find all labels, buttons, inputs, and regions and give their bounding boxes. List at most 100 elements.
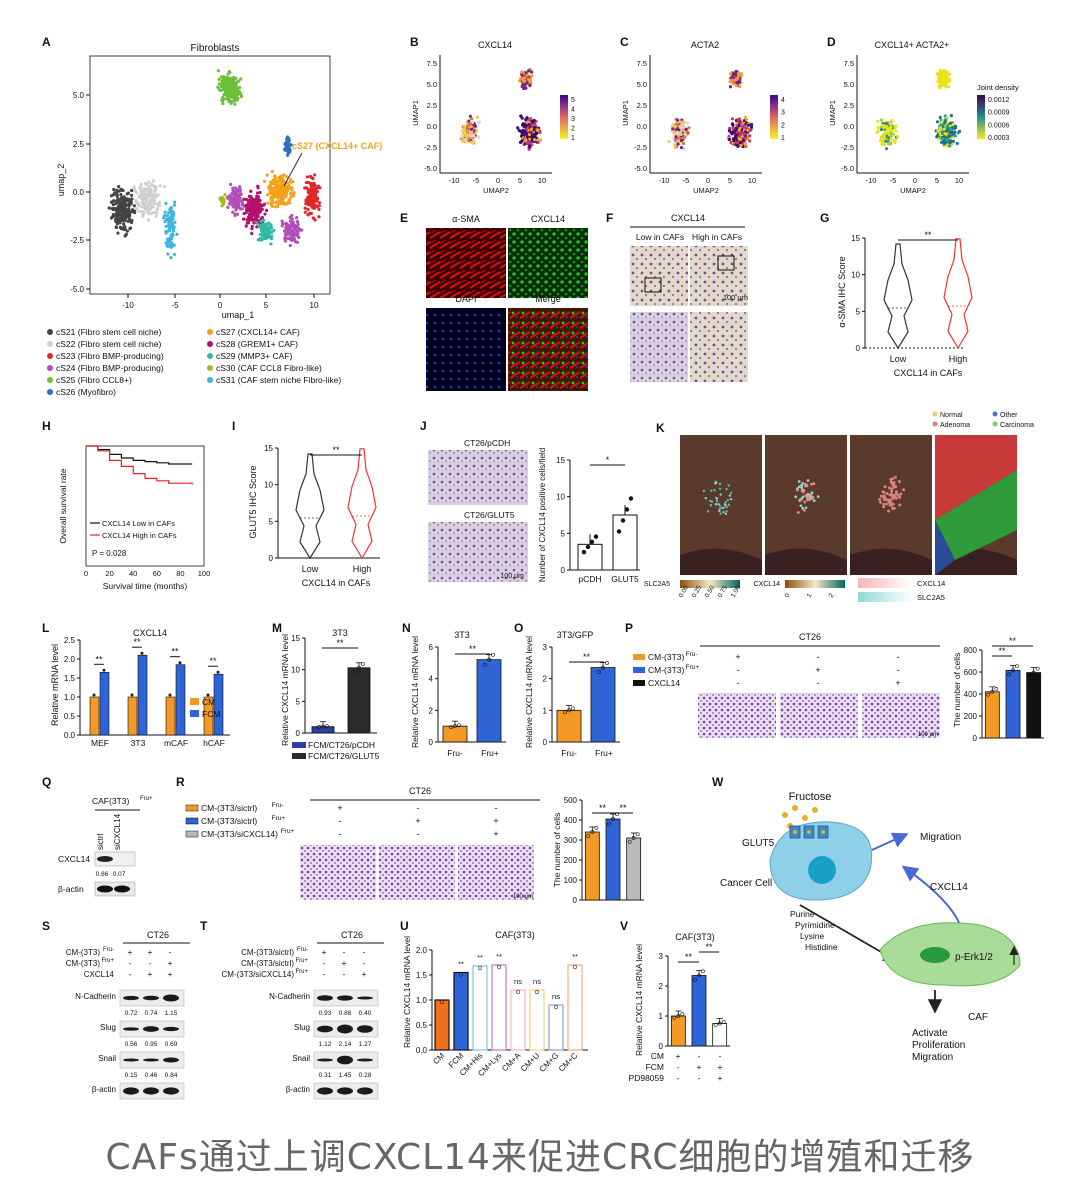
cluster-cs28-dot [255, 225, 259, 229]
data-point [321, 724, 325, 729]
cluster-cs23-dot [317, 215, 321, 219]
tick-label: 7.5 [427, 59, 437, 68]
cluster-cs29-dot [269, 237, 274, 241]
legend-label-6: cS27 (CXCL14+ CAF) [216, 327, 300, 337]
umap-d-right-dot [943, 114, 947, 118]
panel-j-img-top [428, 450, 528, 505]
cluster-cs25-dot [216, 85, 220, 89]
umap-b-left-dot [461, 129, 465, 133]
umap-b-left-dot [467, 119, 471, 123]
panel-p-sign: - [817, 652, 820, 662]
cluster-cs27-dot [270, 189, 274, 193]
cluster-cs25-dot [226, 72, 230, 76]
cluster-cs27-dot [288, 201, 292, 205]
panel-e-tile-label: Merge [535, 294, 561, 304]
umap-b-right-dot [539, 138, 543, 142]
km-curve-0 [86, 445, 193, 465]
bar-u-2 [472, 965, 488, 1051]
umap-d-left-dot [890, 133, 894, 138]
panel-l-3-sig: ** [209, 656, 217, 666]
panel-s-band-value: 0.95 [145, 1041, 158, 1048]
panel-k-spots-dot [801, 506, 805, 510]
cluster-cs26 [283, 135, 293, 157]
cluster-cs27-dot [268, 191, 272, 195]
panel-f-title: CXCL14 [671, 213, 705, 223]
cluster-cs30 [218, 193, 227, 208]
panel-k-spots-dot [887, 486, 891, 490]
cluster-cs24b-dot [284, 221, 288, 225]
panel-a-title: Fibroblasts [191, 43, 240, 54]
umap-b-top-dot [526, 78, 531, 82]
bar-n-1 [476, 659, 502, 743]
panel-k-spots-dot [724, 500, 727, 504]
panel-s-band-value: 0.56 [125, 1041, 138, 1048]
bar-u-0 [434, 999, 450, 1051]
tick-label: 5 [935, 176, 939, 185]
cluster-cs27-dot [270, 169, 274, 174]
umap-c-left-dot [673, 125, 677, 129]
umap-b-left-dot [470, 134, 474, 138]
km-curve-1 [86, 445, 193, 485]
cluster-cs28-dot [244, 203, 248, 208]
bar-n-0 [442, 725, 468, 743]
panel-l-0-sig: ** [95, 654, 103, 664]
panel-s-sign: - [169, 947, 172, 957]
umap-c-right-dot [743, 136, 747, 140]
panel-s-cond-sup-1: Fru+ [101, 958, 114, 964]
legend-swatch-3 [47, 365, 53, 371]
cluster-cs27-dot [265, 193, 270, 197]
cluster-cs23-dot [310, 196, 314, 200]
panel-s-sign: + [128, 947, 133, 957]
panel-q-row2: β-actin [58, 884, 84, 894]
cluster-cs25-dot [220, 79, 224, 83]
cluster-cs21-dot [129, 193, 134, 197]
cluster-cs25-dot [225, 75, 229, 79]
umap-c-right-dot [729, 140, 733, 145]
panel-r-y-tick-label: 500 [564, 796, 578, 805]
data-point [572, 964, 578, 970]
panel-k-spots-dot [890, 481, 894, 485]
panel-u-category: CM+C [557, 1051, 580, 1074]
cluster-cs29-dot [260, 230, 265, 234]
cluster-cs21-dot [120, 209, 124, 213]
cluster-cs25-dot [239, 94, 244, 99]
tick-label: -2.5 [634, 143, 647, 152]
umap-d-right-dot [948, 121, 953, 125]
panel-l-legend-swatch-0 [190, 698, 199, 705]
panel-r-y-tick-label: 200 [564, 856, 578, 865]
umap-b-top-dot [527, 69, 531, 73]
umap-d-left-dot [893, 140, 897, 145]
panel-m-legend-swatch-0 [292, 742, 306, 748]
panel-label-d: D [827, 35, 836, 49]
cluster-cs24-dot [227, 202, 231, 206]
umap-b-left-dot [463, 127, 467, 131]
cluster-cs22-dot [139, 205, 144, 209]
panel-p-row-label-1: CM-(3T3) [648, 665, 685, 675]
cluster-cs27-dot [283, 202, 287, 206]
umap-c-left-dot [673, 141, 677, 145]
cluster-cs24b-dot [296, 222, 300, 226]
panel-k-spots-dot [894, 492, 898, 496]
bar-u-1 [453, 971, 469, 1051]
data-point [458, 972, 464, 977]
cluster-cs24b-dot [281, 222, 285, 226]
umap-c-left-dot [687, 126, 691, 130]
data-point [631, 836, 636, 840]
panel-g-y-tick-label: 5 [856, 307, 861, 316]
umap-d-left-dot [893, 138, 897, 142]
data-point [593, 534, 599, 539]
panel-j-y-tick-label: 10 [556, 493, 565, 502]
cluster-cs21-dot [127, 209, 131, 213]
colorbar-tick: 1 [571, 135, 575, 142]
cluster-cs22-dot [152, 199, 156, 203]
tick-label: 5.0 [844, 80, 854, 89]
panel-r-y-tick-label: 300 [564, 836, 578, 845]
panel-j-y-tick-label: 15 [556, 456, 565, 465]
cluster-cs27-dot [276, 204, 280, 209]
umap-d-right-dot [949, 139, 953, 143]
panel-p-row-sup-1: Fru+ [686, 664, 700, 671]
cluster-cs22-dot [135, 191, 139, 195]
blot-band [123, 995, 139, 1001]
panel-v-row-label-1: FCM [646, 1062, 664, 1072]
data-point [325, 724, 329, 729]
